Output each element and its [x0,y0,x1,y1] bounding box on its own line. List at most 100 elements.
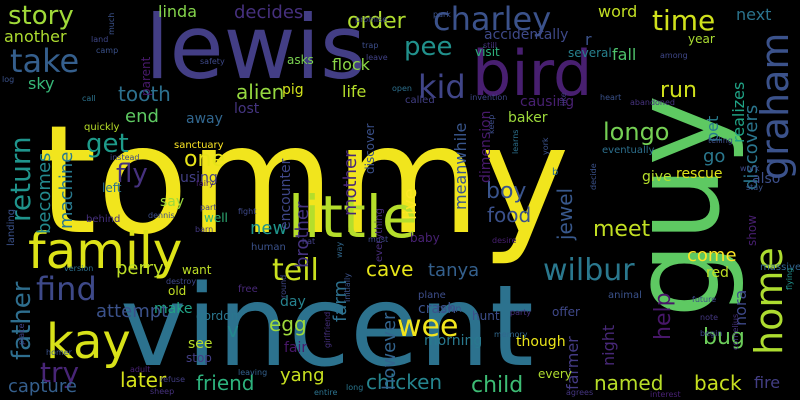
word-also: also [752,171,780,187]
word-adult: adult [130,365,150,374]
word-safety: safety [200,57,225,66]
word-promise: promise [355,15,387,24]
word-old: old [168,284,186,298]
word-stay: stay [746,183,763,192]
word-discovers: discovers [741,105,762,190]
word-every: every [538,367,572,381]
word-desire: desire [492,236,517,245]
word-plane: plane [418,290,446,301]
word-visit: visit [475,45,500,59]
word-linda: linda [158,2,197,21]
word-agrees: agrees [566,388,593,397]
word-guy: guy [608,95,747,318]
word-flock: flock [332,55,371,74]
word-fair: fair [284,340,307,356]
word-york: york [541,137,550,155]
word-red: red [706,265,729,281]
word-homer: homer [46,348,73,357]
word-still: still [483,41,497,50]
word-memory: memory [494,330,528,339]
word-perry: perry [116,258,164,279]
word-family: family [28,222,182,280]
word-keep: keep [487,115,496,134]
word-pig: pig [282,82,304,98]
word-tell: tell [272,253,319,288]
word-sanctuary: sanctuary [174,140,224,151]
word-egg: egg [269,312,307,336]
word-park: park [433,10,451,19]
word-discover: discover [363,123,377,174]
word-rescue: rescue [676,166,723,182]
word-refuse: refuse [160,375,185,384]
word-wee: wee [397,309,458,344]
word-home: home [747,247,791,355]
word-give: give [642,169,672,185]
word-baby: baby [410,231,440,245]
word-sky: sky [28,74,55,93]
word-must: must [368,235,388,244]
word-another: another [4,27,67,46]
word-one: one [184,147,225,172]
word-note: note [700,313,718,322]
word-entire: entire [314,388,337,397]
word-try: try [40,356,79,389]
word-named: named [594,371,663,395]
word-learns: learns [511,130,520,154]
word-town: town [437,304,462,315]
word-abandoned: abandoned [630,98,675,107]
word-telling: telling [708,136,733,145]
word-charley: charley [433,0,551,38]
word-becomes: becomes [34,153,55,234]
word-future: future [692,295,716,304]
word-day: day [280,294,306,310]
word-hunt: hunt [472,309,500,323]
word-invention: invention [470,93,507,102]
word-morning: morning [424,333,482,349]
word-new: new [250,218,287,239]
word-work: work [740,164,760,173]
word-place: place [17,323,26,345]
word-however: however [379,312,400,390]
word-encounter: encounter [278,158,294,230]
word-chicken: chicken [366,370,442,394]
word-alien: alien [236,80,284,104]
word-though: though [516,334,566,350]
word-decide: decide [589,163,598,190]
word-kay: kay [46,314,131,370]
word-bug: bug [703,325,745,350]
word-live: live [400,188,421,220]
word-part: part [200,203,216,212]
word-later: later [120,368,167,392]
word-long: long [346,383,363,392]
word-well: well [204,211,228,225]
word-initially: initially [343,273,352,302]
word-father: father [7,281,37,360]
word-cave: cave [366,257,413,281]
word-gordon: gordon [196,309,238,323]
word-tooth: tooth [118,82,171,106]
word-parent: parent [139,56,153,96]
word-meet: meet [593,217,651,242]
word-lewis: lewis [145,0,366,99]
word-eventually: eventually [602,145,655,156]
word-land: land [91,35,108,44]
word-leaving: leaving [238,368,267,377]
word-come: come [687,245,737,266]
word-friend: friend [196,371,255,395]
word-heart: heart [600,93,621,102]
word-boy: boy [486,179,526,204]
word-want: want [182,263,212,277]
word-cornelius: cornelius [731,314,740,350]
word-find: find [36,270,97,308]
word-trap: trap [362,41,378,50]
word-farmer: farmer [563,336,582,390]
word-baker: baker [508,110,548,126]
word-get: get [86,129,129,159]
word-like: like [559,92,568,106]
word-brother: brother [292,201,313,268]
word-take: take [10,42,79,80]
word-instead: instead [110,153,140,162]
word-fire: fire [754,373,780,392]
word-fall: fall [612,45,636,64]
